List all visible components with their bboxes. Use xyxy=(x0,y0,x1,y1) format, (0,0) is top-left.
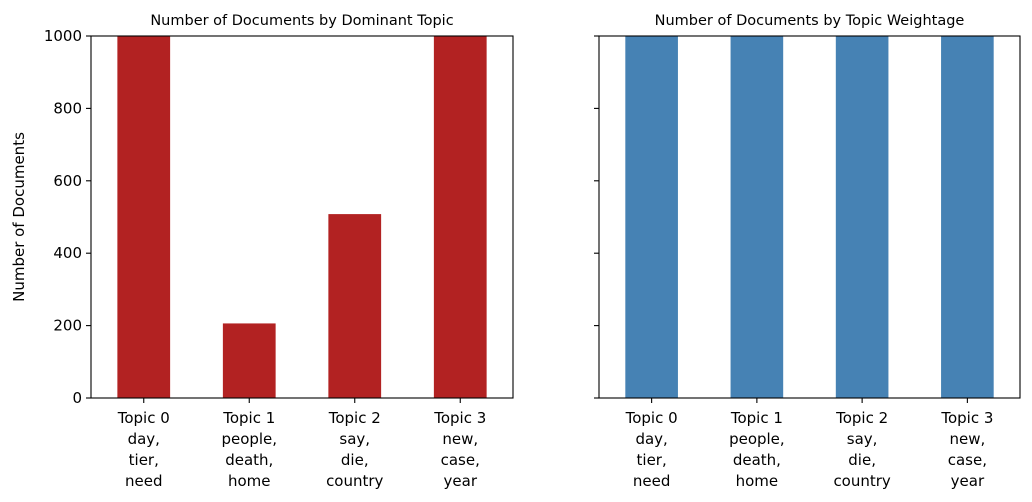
bar-1-3 xyxy=(941,36,994,398)
chart-panel-1: Topic 0 day, tier, need Topic 1 people, death,… xyxy=(594,13,1021,490)
plot-frame-0 xyxy=(90,35,514,399)
bar-0-1 xyxy=(222,323,276,398)
y-axis-label-0: Number of Documents xyxy=(10,132,28,302)
y-tick-label-0-2: 400 xyxy=(53,244,82,262)
bar-0-0 xyxy=(117,36,171,398)
bar-1-2 xyxy=(835,36,889,398)
x-tick-label-0-2: Topic 2 say, die, country xyxy=(326,409,383,490)
x-tick-label-1-1: Topic 1 people, death, home xyxy=(729,409,785,490)
bar-0-2 xyxy=(328,214,382,398)
y-tick-label-0-3: 600 xyxy=(53,172,82,190)
y-tick-label-0-5: 1000 xyxy=(44,27,82,45)
y-tick-label-0-1: 200 xyxy=(53,317,82,335)
x-tick-label-0-0: Topic 0 day, tier, need xyxy=(117,409,170,490)
x-tick-label-1-3: Topic 3 new, case, year xyxy=(940,409,993,490)
x-tick-label-0-3: Topic 3 new, case, year xyxy=(433,409,486,490)
plot-frame-1 xyxy=(598,35,1021,399)
chart-panel-0: 0 200 400 600 800 1000 Topic 0 day, tier, need Top… xyxy=(10,13,514,490)
chart-title-0: Number of Documents by Dominant Topic xyxy=(150,13,453,29)
x-tick-label-0-1: Topic 1 people, death, home xyxy=(221,409,277,490)
y-tick-label-0-0: 0 xyxy=(72,389,82,407)
bar-1-1 xyxy=(730,36,784,398)
y-tick-label-0-4: 800 xyxy=(53,99,82,117)
x-tick-label-1-2: Topic 2 say, die, country xyxy=(833,409,890,490)
x-tick-label-1-0: Topic 0 day, tier, need xyxy=(625,409,678,490)
bar-1-0 xyxy=(625,36,678,398)
bar-0-3 xyxy=(433,36,487,398)
chart-title-1: Number of Documents by Topic Weightage xyxy=(655,13,965,29)
